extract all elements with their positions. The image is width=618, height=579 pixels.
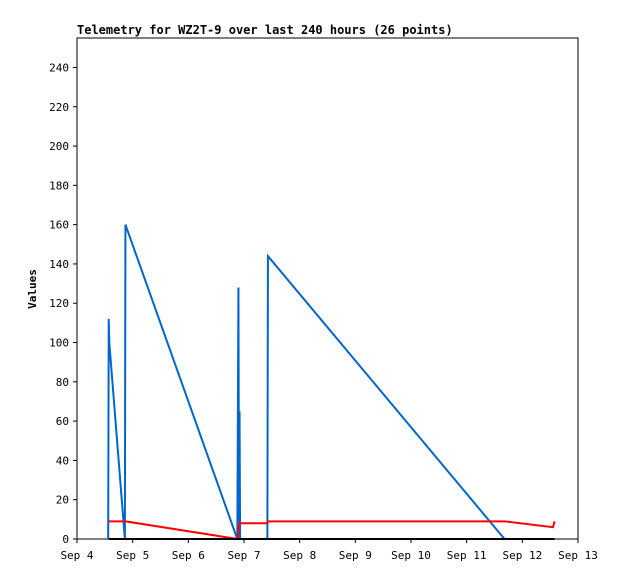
y-tick-label: 160	[49, 219, 69, 232]
series-line	[108, 520, 556, 541]
y-tick-label: 100	[49, 337, 69, 350]
y-tick-label: 240	[49, 61, 69, 74]
y-tick-label: 200	[49, 140, 69, 153]
y-tick-label: 20	[56, 494, 69, 507]
x-tick-label: Sep 4	[60, 549, 93, 562]
x-tick-label: Sep 10	[391, 549, 431, 562]
x-tick-label: Sep 11	[447, 549, 487, 562]
x-tick-label: Sep 5	[116, 549, 149, 562]
y-tick-label: 80	[56, 376, 69, 389]
y-tick-label: 60	[56, 415, 69, 428]
y-tick-label: 140	[49, 258, 69, 271]
y-axis-label: Values	[26, 269, 39, 309]
y-tick-label: 180	[49, 179, 69, 192]
y-tick-label: 120	[49, 297, 69, 310]
chart-title: Telemetry for WZ2T-9 over last 240 hours…	[77, 23, 453, 37]
y-tick-label: 0	[62, 533, 69, 546]
y-tick-label: 40	[56, 454, 69, 467]
plot-frame	[76, 37, 579, 540]
x-tick-label: Sep 6	[172, 549, 205, 562]
series-line	[107, 224, 506, 540]
x-tick-label: Sep 8	[283, 549, 316, 562]
y-tick-label: 220	[49, 101, 69, 114]
x-tick-label: Sep 13	[558, 549, 598, 562]
x-tick-label: Sep 9	[339, 549, 372, 562]
x-tick-label: Sep 12	[502, 549, 542, 562]
x-tick-label: Sep 7	[227, 549, 260, 562]
